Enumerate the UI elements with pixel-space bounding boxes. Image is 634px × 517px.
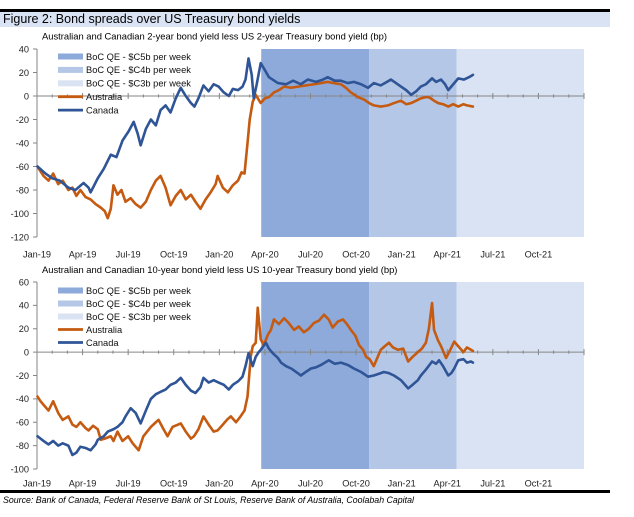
qe-band-3 — [456, 49, 584, 237]
y-tick-label: 20 — [19, 68, 29, 78]
x-tick-label: Apr-21 — [433, 479, 461, 489]
y-tick-label: 20 — [19, 324, 29, 334]
legend-item: Australia — [58, 92, 123, 102]
x-tick-label: Jul-19 — [116, 479, 141, 489]
series-line-australia — [36, 80, 475, 220]
x-tick-label: Jan-21 — [388, 479, 416, 489]
y-tick-label: -80 — [16, 441, 29, 451]
legend-swatch-band — [58, 287, 83, 294]
legend-label: Australia — [86, 92, 123, 102]
legend-label: BoC QE - $C5b per week — [86, 286, 191, 296]
legend-item: BoC QE - $C3b per week — [58, 79, 191, 89]
legend-item: BoC QE - $C5b per week — [58, 52, 191, 62]
legend-label: BoC QE - $C3b per week — [86, 79, 191, 89]
y-tick-label: -120 — [11, 232, 29, 242]
legend-label: Canada — [86, 105, 119, 115]
series-line-canada — [36, 57, 475, 194]
x-tick-label: Jul-21 — [480, 479, 505, 489]
x-tick-label: Apr-20 — [251, 479, 279, 489]
legend-swatch-band — [58, 66, 83, 73]
legend: BoC QE - $C5b per week BoC QE - $C4b per … — [58, 286, 191, 348]
legend-label: BoC QE - $C4b per week — [86, 299, 191, 309]
chart-2-year-spread: Australian and Canadian 2-year bond yiel… — [11, 31, 585, 260]
y-tick-label: -100 — [11, 464, 29, 474]
x-tick-label: Oct-20 — [342, 250, 370, 260]
x-tick-label: Oct-20 — [342, 479, 370, 489]
y-tick-label: 0 — [24, 91, 29, 101]
x-tick-label: Oct-19 — [160, 250, 188, 260]
y-tick-label: -40 — [16, 138, 29, 148]
legend-label: BoC QE - $C3b per week — [86, 312, 191, 322]
qe-band-2 — [369, 49, 457, 237]
series-line-canada — [36, 341, 475, 457]
legend-swatch-band — [58, 53, 83, 60]
y-tick-label: -100 — [11, 209, 29, 219]
legend-item: Canada — [58, 105, 119, 115]
legend-item: BoC QE - $C4b per week — [58, 65, 191, 75]
x-tick-label: Apr-20 — [251, 250, 279, 260]
x-tick-label: Jan-20 — [205, 250, 233, 260]
legend-label: BoC QE - $C4b per week — [86, 65, 191, 75]
x-tick-label: Jul-19 — [116, 250, 141, 260]
qe-band-3 — [456, 282, 584, 469]
y-tick-label: 40 — [19, 44, 29, 54]
chart-title: Australian and Canadian 10-year bond yie… — [42, 264, 397, 275]
x-tick-label: Oct-19 — [160, 479, 188, 489]
legend-item: Australia — [58, 325, 123, 335]
x-tick-label: Apr-21 — [433, 250, 461, 260]
legend-item: BoC QE - $C3b per week — [58, 312, 191, 322]
figure-title-bar: Figure 2: Bond spreads over US Treasury … — [0, 11, 610, 27]
source-note: Source: Bank of Canada, Federal Reserve … — [3, 494, 414, 505]
y-tick-label: -60 — [16, 162, 29, 172]
legend-item: BoC QE - $C4b per week — [58, 299, 191, 309]
chart-10-year-spread: Australian and Canadian 10-year bond yie… — [11, 264, 585, 489]
legend-label: BoC QE - $C5b per week — [86, 52, 191, 62]
top-rule — [0, 9, 610, 12]
y-tick-label: 60 — [19, 277, 29, 287]
qe-band-2 — [369, 282, 457, 469]
legend-item: Canada — [58, 338, 119, 348]
legend: BoC QE - $C5b per week BoC QE - $C4b per … — [58, 52, 191, 115]
legend-swatch-band — [58, 80, 83, 87]
qe-band-1 — [261, 282, 370, 469]
bottom-rule — [0, 490, 610, 493]
legend-swatch-band — [58, 300, 83, 307]
y-tick-label: 40 — [19, 301, 29, 311]
y-tick-label: -20 — [16, 371, 29, 381]
x-tick-label: Jul-21 — [480, 250, 505, 260]
chart-title: Australian and Canadian 2-year bond yiel… — [42, 31, 387, 42]
legend-item: BoC QE - $C5b per week — [58, 286, 191, 296]
x-tick-label: Jan-19 — [23, 250, 51, 260]
legend-label: Australia — [86, 325, 123, 335]
figure-title: Figure 2: Bond spreads over US Treasury … — [3, 11, 301, 26]
x-tick-label: Apr-19 — [69, 250, 97, 260]
x-tick-label: Oct-21 — [525, 479, 553, 489]
x-tick-label: Jul-20 — [298, 250, 323, 260]
x-tick-label: Apr-19 — [69, 479, 97, 489]
series-line-australia — [36, 301, 475, 452]
y-tick-label: 0 — [24, 347, 29, 357]
x-tick-label: Jul-20 — [298, 479, 323, 489]
x-tick-label: Jan-21 — [388, 250, 416, 260]
legend-swatch-band — [58, 313, 83, 320]
qe-band-1 — [261, 49, 370, 237]
y-tick-label: -40 — [16, 394, 29, 404]
y-tick-label: -60 — [16, 418, 29, 428]
legend-label: Canada — [86, 338, 119, 348]
y-tick-label: -80 — [16, 185, 29, 195]
x-tick-label: Jan-19 — [23, 479, 51, 489]
x-tick-label: Oct-21 — [525, 250, 553, 260]
x-tick-label: Jan-20 — [205, 479, 233, 489]
y-tick-label: -20 — [16, 115, 29, 125]
